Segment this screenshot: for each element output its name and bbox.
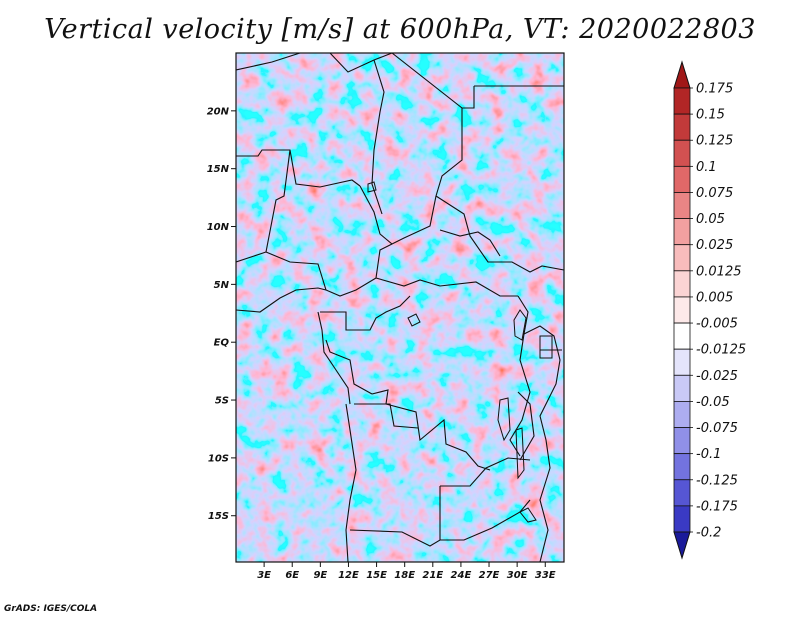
- colorbar-label: 0.005: [696, 290, 733, 305]
- colorbar-label: 0.075: [696, 186, 733, 201]
- grads-credit: GrADS: IGES/COLA: [4, 604, 98, 614]
- lon-tick-label: 30E: [507, 570, 528, 581]
- colorbar-segment: [673, 322, 691, 350]
- colorbar-segment: [673, 505, 691, 533]
- colorbar-label: -0.025: [696, 369, 738, 384]
- colorbar-label: 0.175: [696, 82, 733, 97]
- colorbar-label: -0.0125: [696, 343, 746, 358]
- lon-tick-label: 6E: [285, 570, 299, 581]
- colorbar-segment: [673, 479, 691, 507]
- colorbar-segment: [673, 244, 691, 272]
- colorbar-label: 0.025: [696, 238, 733, 253]
- lon-tick-label: 12E: [338, 570, 359, 581]
- lat-tick-label: 10N: [207, 222, 230, 233]
- colorbar-label: -0.125: [696, 473, 738, 488]
- colorbar-segment: [673, 374, 691, 402]
- colorbar-label: -0.005: [696, 317, 738, 332]
- colorbar-bottom-arrow: [673, 531, 691, 560]
- chart-title: Vertical velocity [m/s] at 600hPa, VT: 2…: [44, 14, 756, 45]
- lon-tick-label: 21E: [422, 570, 443, 581]
- lon-tick-label: 3E: [257, 570, 271, 581]
- colorbar: 0.175 0.15 0.125 0.1 0.075 0.05 0.025 0.0125 0.0…: [673, 60, 746, 560]
- colorbar-segment: [673, 453, 691, 481]
- lon-tick-label: 24E: [451, 570, 472, 581]
- colorbar-segment: [673, 270, 691, 298]
- colorbar-label: -0.2: [696, 526, 721, 541]
- colorbar-segment: [673, 296, 691, 324]
- colorbar-segment: [673, 218, 691, 246]
- longitude-axis: 3E 6E 9E 12E 15E 18E 21E 24E 27E 30E 33E: [257, 562, 556, 581]
- map-frame: [235, 52, 565, 563]
- colorbar-segment: [673, 165, 691, 193]
- colorbar-segment: [673, 401, 691, 428]
- colorbar-segment: [673, 139, 691, 167]
- colorbar-label: -0.1: [696, 447, 721, 462]
- lon-tick-label: 15E: [366, 570, 387, 581]
- lon-tick-label: 9E: [313, 570, 327, 581]
- lat-tick-label: 5N: [214, 280, 230, 291]
- lat-tick-label: 5S: [215, 396, 229, 407]
- colorbar-segment: [673, 348, 691, 376]
- colorbar-label: 0.05: [696, 212, 725, 227]
- country-borders: [236, 53, 564, 562]
- velocity-field: [236, 53, 564, 562]
- lat-tick-label: 10S: [208, 453, 229, 464]
- colorbar-label: -0.05: [696, 395, 730, 410]
- colorbar-label: 0.0125: [696, 264, 742, 279]
- colorbar-label: 0.1: [696, 160, 717, 175]
- lat-tick-label: 20N: [207, 106, 230, 117]
- colorbar-segment: [673, 192, 691, 219]
- lon-tick-label: 27E: [479, 570, 500, 581]
- colorbar-label: 0.125: [696, 134, 733, 149]
- lon-tick-label: 33E: [535, 570, 556, 581]
- lat-tick-label: EQ: [214, 338, 230, 349]
- lakes: [367, 181, 553, 523]
- lat-tick-label: 15N: [207, 164, 230, 175]
- lat-tick-label: 15S: [208, 511, 229, 522]
- colorbar-segment: [673, 87, 691, 115]
- colorbar-top-arrow: [673, 60, 691, 89]
- colorbar-segment: [673, 113, 691, 141]
- colorbar-label: -0.175: [696, 499, 738, 514]
- latitude-axis: 20N 15N 10N 5N EQ 5S 10S 15S: [207, 106, 236, 522]
- colorbar-label: -0.075: [696, 421, 738, 436]
- colorbar-segment: [673, 427, 691, 455]
- lon-tick-label: 18E: [394, 570, 415, 581]
- colorbar-label: 0.15: [696, 108, 725, 123]
